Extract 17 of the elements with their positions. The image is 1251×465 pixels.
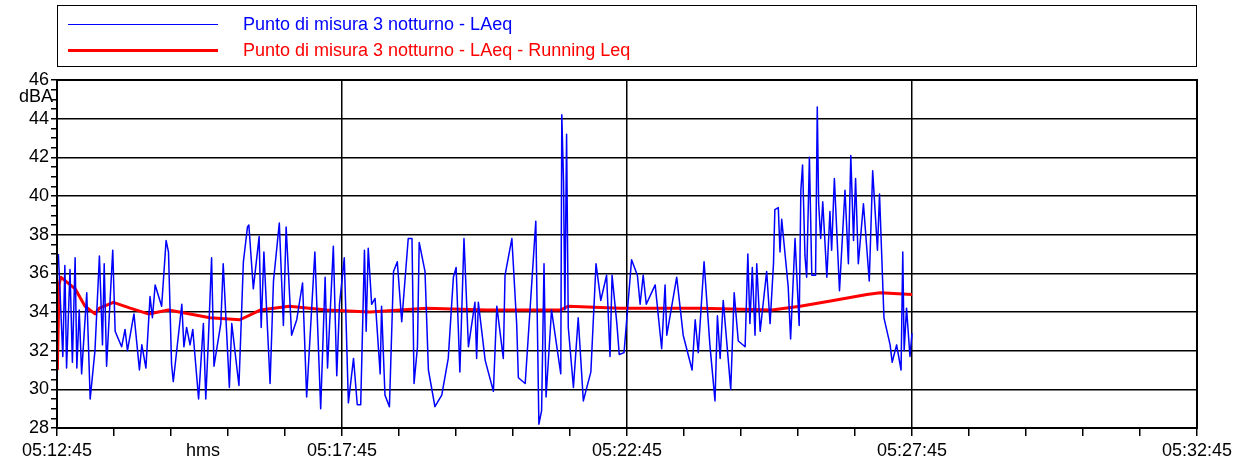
y-tick-label: 44 — [28, 107, 49, 128]
y-tick-label: 38 — [28, 223, 49, 244]
text: Punto di misura 3 notturno - LAeq - Running Leq — [243, 39, 631, 61]
x-tick-label: 05:27:45 — [876, 439, 948, 460]
y-tick-label: 40 — [28, 184, 49, 205]
y-tick-label: 28 — [28, 416, 49, 437]
text: Punto di misura 3 notturno - LAeq — [243, 13, 513, 35]
y-tick-label: 34 — [28, 300, 49, 321]
x-tick-label: 05:32:45 — [1161, 439, 1233, 460]
y-tick-label: 42 — [28, 146, 49, 167]
y-tick-label: 32 — [28, 339, 49, 360]
x-tick-label: 05:17:45 — [306, 439, 378, 460]
y-tick-label: 36 — [28, 262, 49, 283]
x-axis-title: hms — [185, 439, 220, 460]
x-tick-label: 05:22:45 — [591, 439, 663, 460]
y-tick-label: 30 — [28, 378, 49, 399]
x-tick-label: 05:12:45 — [21, 439, 93, 460]
